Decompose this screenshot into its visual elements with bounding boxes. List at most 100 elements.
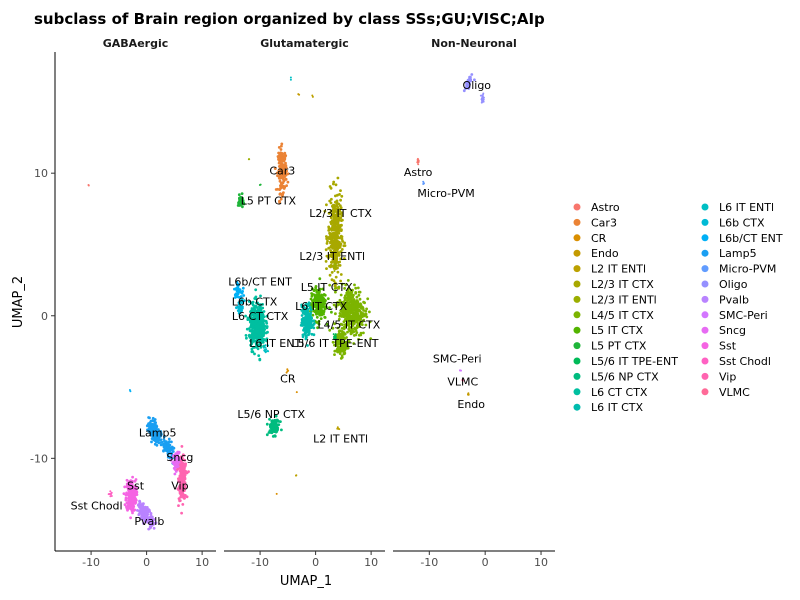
data-point	[162, 449, 165, 453]
data-point	[166, 444, 169, 447]
legend-swatch	[701, 357, 709, 365]
data-point	[332, 182, 335, 186]
data-point	[346, 308, 350, 311]
data-point	[339, 257, 342, 261]
data-point	[109, 490, 112, 493]
data-point	[338, 260, 341, 264]
data-point	[141, 508, 145, 512]
data-point	[151, 425, 154, 429]
data-point	[87, 184, 90, 187]
data-point	[361, 312, 365, 316]
cluster-car3	[273, 142, 290, 204]
data-point	[123, 485, 127, 489]
data-point	[139, 506, 143, 510]
legend-swatch	[573, 234, 581, 242]
data-point	[159, 438, 163, 442]
legend-label: L5 IT CTX	[591, 324, 643, 337]
legend-item: Sst Chodl	[701, 355, 771, 368]
legend-item: L6 IT CTX	[573, 401, 643, 414]
data-point	[336, 223, 339, 226]
data-point	[166, 448, 170, 452]
data-point	[163, 447, 167, 450]
data-point	[313, 322, 316, 325]
legend-swatch	[573, 265, 581, 273]
cluster-label: SMC-Peri	[433, 353, 482, 366]
data-point	[459, 369, 461, 372]
cluster-label: Sncg	[166, 451, 193, 464]
cluster-label: Sst Chodl	[71, 499, 123, 512]
cluster-label: L2/3 IT ENTl	[299, 250, 365, 263]
data-point	[335, 201, 339, 205]
data-point	[329, 216, 333, 220]
data-point	[324, 248, 328, 252]
data-point	[481, 98, 484, 101]
data-point	[363, 301, 366, 305]
data-point	[285, 184, 288, 188]
data-point	[339, 189, 342, 193]
data-point	[132, 488, 136, 492]
data-point	[316, 294, 319, 297]
data-point	[286, 368, 289, 371]
data-point	[130, 486, 134, 489]
data-point	[353, 312, 357, 315]
data-point	[183, 472, 187, 476]
data-point	[348, 303, 352, 307]
data-point	[179, 460, 183, 463]
data-point	[279, 166, 282, 170]
cluster-label: Vip	[171, 479, 188, 492]
data-point	[286, 180, 290, 184]
legend-label: L6 IT ENTl	[719, 201, 774, 214]
legend: Astro Car3 CR Endo L2 IT ENTl L2/3 IT CTX L2/3…	[573, 201, 783, 414]
legend-item: VLMC	[701, 386, 750, 399]
data-point	[350, 332, 353, 335]
data-point	[334, 183, 338, 187]
data-point	[366, 297, 370, 301]
data-point	[237, 289, 241, 292]
data-point	[179, 472, 183, 475]
data-point	[336, 270, 340, 274]
data-point	[355, 306, 359, 309]
data-point	[240, 291, 244, 295]
data-point	[356, 286, 360, 290]
data-point	[254, 333, 258, 336]
data-point	[303, 327, 307, 330]
legend-item: Sncg	[701, 324, 746, 337]
legend-item: Vip	[701, 370, 736, 383]
data-point	[279, 181, 283, 185]
data-point	[140, 503, 143, 507]
data-point	[247, 158, 250, 161]
legend-item: Pvalb	[701, 293, 749, 306]
data-point	[131, 505, 135, 509]
cluster-label: Lamp5	[139, 427, 177, 440]
data-point	[341, 218, 344, 222]
data-point	[284, 177, 288, 181]
data-point	[273, 167, 277, 171]
data-point	[126, 505, 130, 509]
data-point	[470, 73, 474, 76]
data-point	[150, 515, 154, 519]
legend-label: L6b CTX	[719, 216, 765, 229]
data-point	[149, 522, 153, 526]
data-point	[132, 501, 136, 505]
data-point	[282, 178, 285, 182]
data-point	[300, 314, 304, 317]
data-point	[126, 482, 130, 485]
cluster-label: Sst	[127, 479, 145, 492]
legend-swatch	[573, 357, 581, 365]
data-point	[422, 182, 425, 185]
data-point	[149, 419, 153, 423]
data-point	[279, 163, 283, 167]
data-point	[328, 273, 332, 277]
data-point	[172, 460, 176, 464]
cluster-label: L6 IT CTX	[295, 300, 347, 313]
data-point	[333, 239, 337, 243]
data-point	[358, 290, 362, 294]
data-point	[173, 454, 177, 458]
data-point	[416, 157, 419, 160]
cluster-astro	[87, 184, 90, 187]
data-point	[356, 312, 359, 316]
data-point	[333, 265, 336, 267]
legend-label: Oligo	[719, 278, 748, 291]
x-tick-label: -10	[420, 556, 438, 569]
data-point	[135, 493, 139, 496]
